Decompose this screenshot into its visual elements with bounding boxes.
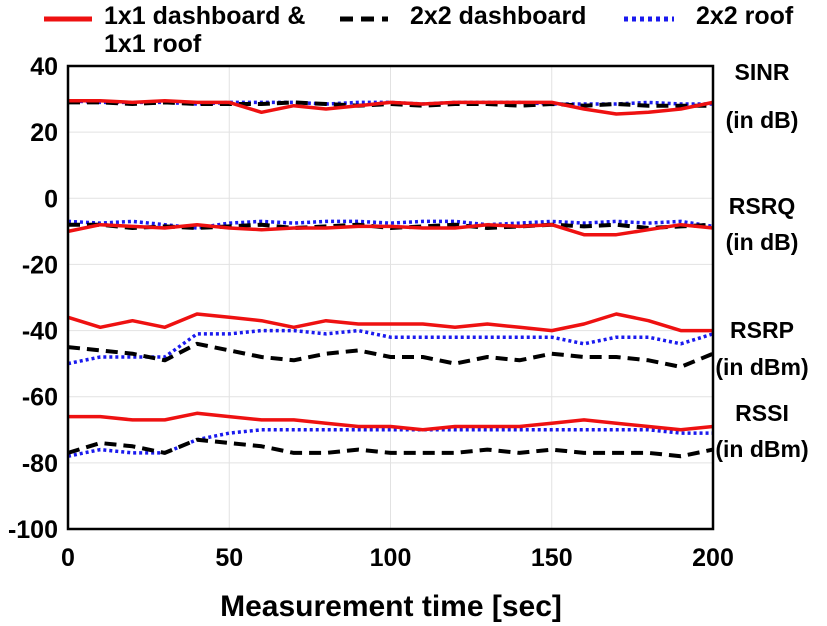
series-line-rssi-2x2-dashboard [67,437,714,459]
series-line-rssi-2x2-roof [67,428,713,458]
x-tick-label: 200 [692,544,734,572]
annotation-sinr-unit: (in dB) [726,107,799,133]
y-tick-label: -80 [22,450,58,478]
legend-item-2x2-roof: 2x2 roof [624,2,794,30]
legend-item-1x1: 1x1 dashboard & 1x1 roof [44,2,305,58]
annotation-rsrp-name: RSRP [730,317,794,343]
y-axis-ticks: 40 20 0 -20 -40 -60 -80 -100 [8,53,58,544]
annotation-rssi-name: RSSI [735,400,789,426]
x-axis-label: Measurement time [sec] [220,590,562,623]
series-line-rsrq-1x1-dashboard-1x1-roof [67,222,714,237]
series-line-rsrp-1x1-dashboard-1x1-roof [67,312,713,333]
x-axis-ticks: 0 50 100 150 200 [61,544,734,572]
y-tick-label: -20 [22,251,58,279]
x-tick-label: 0 [61,544,75,572]
x-tick-label: 100 [370,544,412,572]
legend: 1x1 dashboard & 1x1 roof 2x2 dashboard 2… [44,2,794,58]
series-line-rsrp-2x2-roof [67,328,714,366]
y-tick-label: 40 [30,53,58,81]
annotation-rsrq-name: RSRQ [729,193,795,219]
x-tick-label: 50 [215,544,243,572]
series-line-rsrp-2x2-dashboard [67,341,714,369]
annotation-sinr-name: SINR [735,59,790,85]
series-line-rssi-1x1-dashboard-1x1-roof [68,411,714,432]
plot-area [66,64,715,531]
series-line-sinr-2x2-dashboard [68,100,713,108]
x-tick-label: 150 [531,544,573,572]
annotation-rssi-unit: (in dBm) [715,436,808,462]
annotation-rsrp-unit: (in dBm) [715,354,808,380]
y-tick-label: -60 [22,384,58,412]
series-layer [67,98,714,459]
legend-label-2x2-dashboard: 2x2 dashboard [410,2,586,30]
legend-label-1x1-line2: 1x1 roof [104,30,202,58]
plot-frame [66,64,715,531]
annotation-rsrq-unit: (in dB) [726,229,799,255]
series-line-sinr-1x1-dashboard-1x1-roof [68,98,714,116]
y-tick-label: 20 [30,119,58,147]
y-tick-label: -40 [22,318,58,346]
y-tick-label: 0 [44,185,58,213]
legend-label-1x1-line1: 1x1 dashboard & [104,2,305,30]
legend-label-2x2-roof: 2x2 roof [696,2,794,30]
y-tick-label: -100 [8,516,58,544]
group-annotations: SINR (in dB) RSRQ (in dB) RSRP (in dBm) RSSI (i… [715,59,808,462]
legend-item-2x2-dashboard: 2x2 dashboard [340,2,586,30]
